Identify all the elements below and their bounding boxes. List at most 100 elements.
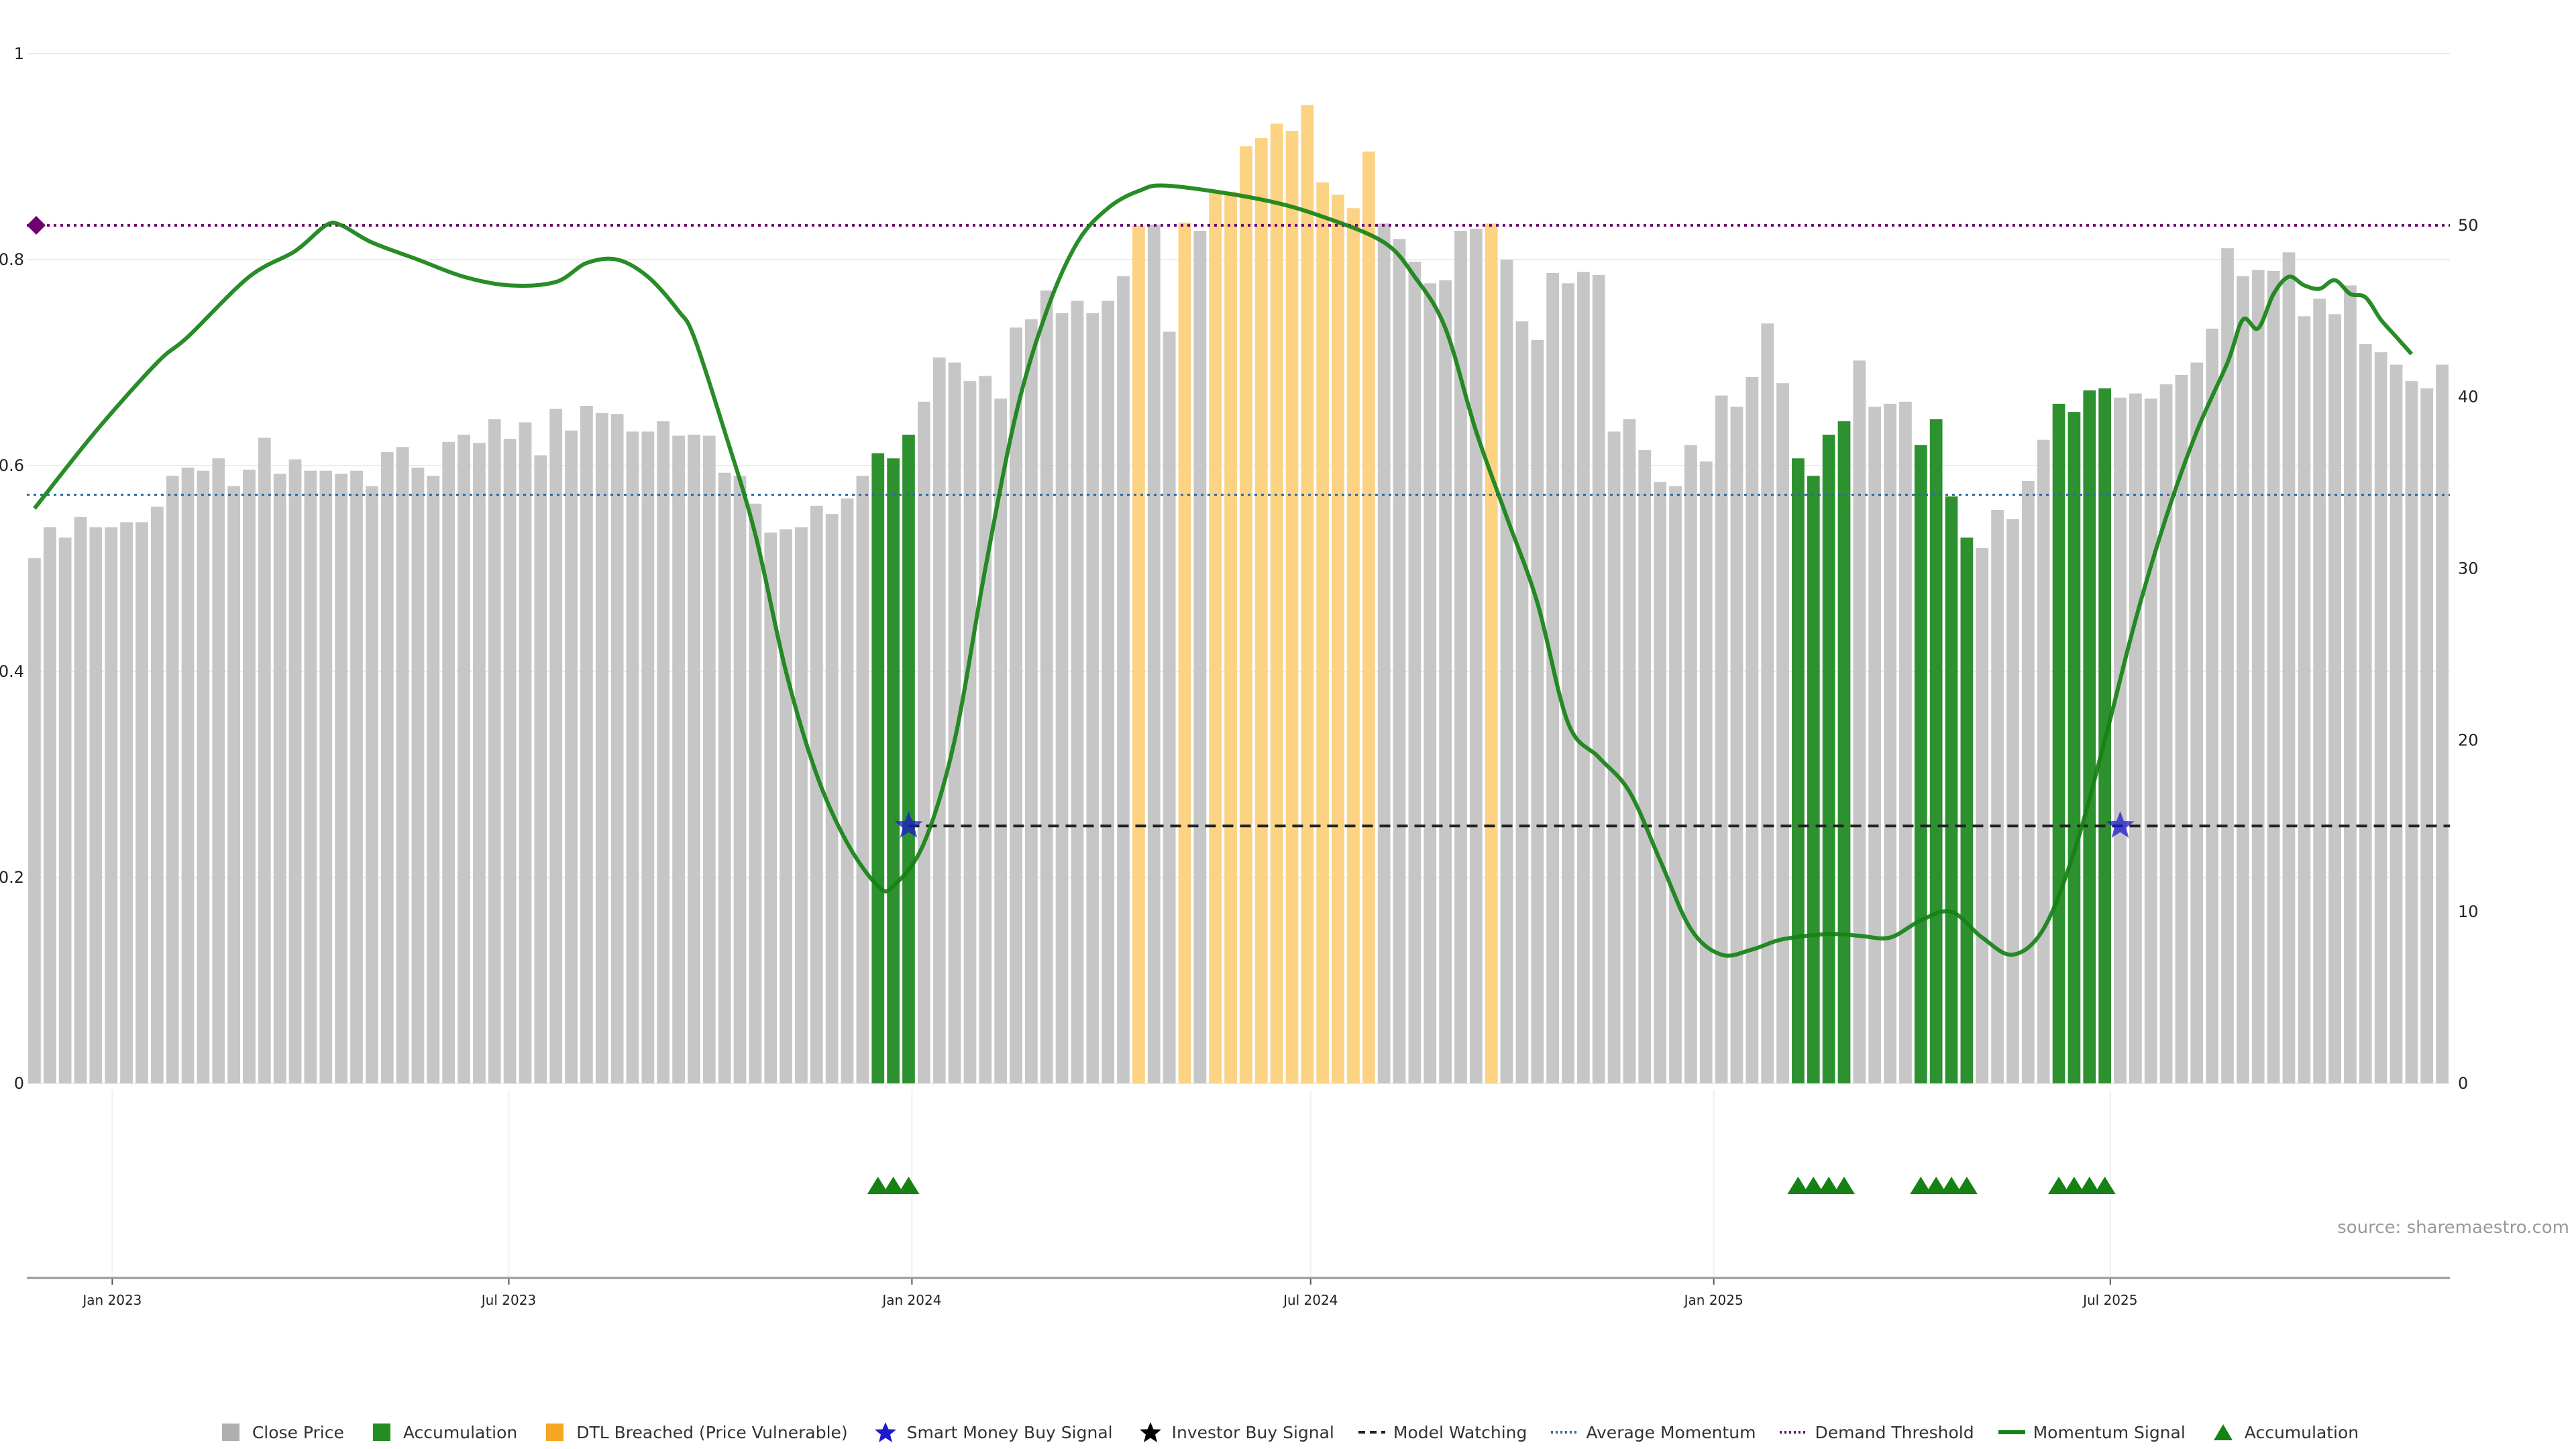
dtl-breached-bar (1224, 191, 1237, 1084)
legend-item-momentum-signal: Momentum Signal (1998, 1422, 2186, 1442)
accumulation-triangle (867, 1177, 889, 1194)
close-price-bar (2251, 270, 2265, 1084)
legend-dotted-line-icon (1780, 1431, 1807, 1434)
close-price-bar (2144, 398, 2157, 1083)
close-price-bar (2267, 270, 2280, 1083)
close-price-bar (488, 419, 501, 1083)
accumulation-bar (2083, 390, 2096, 1083)
legend-label: DTL Breached (Price Vulnerable) (576, 1422, 848, 1442)
left-axis-tick-label: 0.6 (0, 456, 24, 475)
close-price-bar (672, 435, 685, 1083)
close-price-bar (2129, 393, 2142, 1083)
accumulation-bar (2052, 403, 2065, 1083)
close-price-bar (595, 413, 608, 1083)
close-price-bar (979, 376, 992, 1083)
right-axis-tick-label: 50 (2458, 216, 2479, 235)
accumulation-bar (1822, 434, 1835, 1083)
close-price-bar (1117, 276, 1130, 1083)
close-price-bar (411, 468, 425, 1083)
accumulation-bar (1837, 421, 1851, 1083)
close-price-bar (2037, 439, 2050, 1083)
close-price-bar (1147, 224, 1161, 1083)
dtl-breached-bar (1270, 123, 1283, 1083)
right-axis-tick-label: 10 (2458, 902, 2479, 921)
dtl-breached-bar (1301, 105, 1314, 1083)
close-price-bar (764, 532, 777, 1083)
accumulation-triangle (898, 1177, 920, 1194)
close-price-bar (442, 441, 455, 1083)
legend-label: Close Price (252, 1422, 344, 1442)
legend-label: Investor Buy Signal (1171, 1422, 1334, 1442)
close-price-bar (1899, 401, 1912, 1083)
close-price-bar (610, 414, 624, 1083)
close-price-bar (1654, 482, 1667, 1083)
close-price-bar (549, 409, 563, 1083)
close-price-bar (657, 421, 670, 1083)
legend-star-icon (1139, 1422, 1161, 1442)
close-price-bar (458, 434, 470, 1083)
close-price-bar (1040, 290, 1053, 1083)
legend: Close Price Accumulation DTL Breached (P… (0, 1415, 2576, 1449)
close-price-bar (166, 476, 179, 1083)
close-price-bar (503, 439, 517, 1083)
accumulation-bar (1945, 496, 1958, 1083)
accumulation-bar (1807, 476, 1820, 1083)
right-axis-tick-label: 20 (2458, 731, 2479, 749)
left-axis-tick-label: 0.8 (0, 250, 24, 269)
accumulation-triangle (2048, 1177, 2070, 1194)
accumulation-bar (1792, 458, 1805, 1083)
x-tick-label: Jul 2025 (2082, 1292, 2137, 1308)
legend-item-model-watching: Model Watching (1358, 1422, 1527, 1442)
close-price-bar (1424, 283, 1437, 1084)
close-price-bar (350, 470, 363, 1083)
legend-label: Model Watching (1393, 1422, 1527, 1442)
momentum-signal-line (33, 183, 2414, 958)
close-price-bar (688, 434, 700, 1083)
accumulation-bar (2068, 412, 2081, 1083)
close-price-bar (427, 476, 440, 1083)
demand-threshold-diamond (27, 215, 46, 235)
close-price-bar (963, 381, 977, 1083)
close-price-bar (243, 470, 256, 1083)
close-price-bar (2328, 314, 2341, 1084)
legend-item-demand-threshold: Demand Threshold (1780, 1422, 1974, 1442)
x-tick-label: Jul 2024 (1282, 1292, 1338, 1308)
close-price-bar (994, 398, 1008, 1083)
legend-label: Accumulation (2244, 1422, 2359, 1442)
x-tick-label: Jan 2023 (81, 1292, 142, 1308)
accumulation-triangle (1818, 1177, 1840, 1194)
accumulation-triangle (1787, 1177, 1809, 1194)
close-price-bar (2175, 374, 2188, 1084)
close-price-bar (841, 498, 854, 1083)
right-axis-tick-label: 30 (2458, 559, 2479, 578)
close-price-bar (319, 470, 333, 1083)
accumulation-bar (1914, 445, 1927, 1083)
close-price-bar (2206, 328, 2219, 1084)
close-price-bar (626, 431, 639, 1083)
close-price-bar (74, 517, 87, 1083)
accumulation-triangle (1833, 1177, 1855, 1194)
close-price-bar (1393, 239, 1406, 1083)
close-price-bar (1991, 510, 2004, 1083)
close-price-bar (473, 443, 486, 1083)
close-price-bar (2359, 343, 2372, 1083)
accumulation-bar (887, 458, 900, 1083)
close-price-bar (1607, 431, 1621, 1083)
left-axis-tick-label: 0 (14, 1074, 24, 1093)
close-price-bar (1761, 323, 1774, 1083)
close-price-bar (105, 527, 118, 1083)
left-axis-tick-label: 0.2 (0, 868, 24, 887)
close-price-bar (2390, 364, 2403, 1083)
close-price-bar (565, 430, 578, 1083)
price-bars (28, 105, 2449, 1084)
dtl-breached-bar (1316, 182, 1330, 1083)
close-price-bar (1086, 313, 1099, 1083)
close-price-bar (1715, 395, 1728, 1083)
close-price-bar (1500, 260, 1513, 1083)
legend-item-smart-money: Smart Money Buy Signal (872, 1422, 1113, 1442)
legend-line-icon (1998, 1430, 2025, 1434)
signal-markers (27, 215, 2135, 1194)
legend-item-close-price: Close Price (217, 1422, 344, 1442)
close-price-bar (1669, 486, 1682, 1083)
accumulation-bar (871, 453, 885, 1083)
